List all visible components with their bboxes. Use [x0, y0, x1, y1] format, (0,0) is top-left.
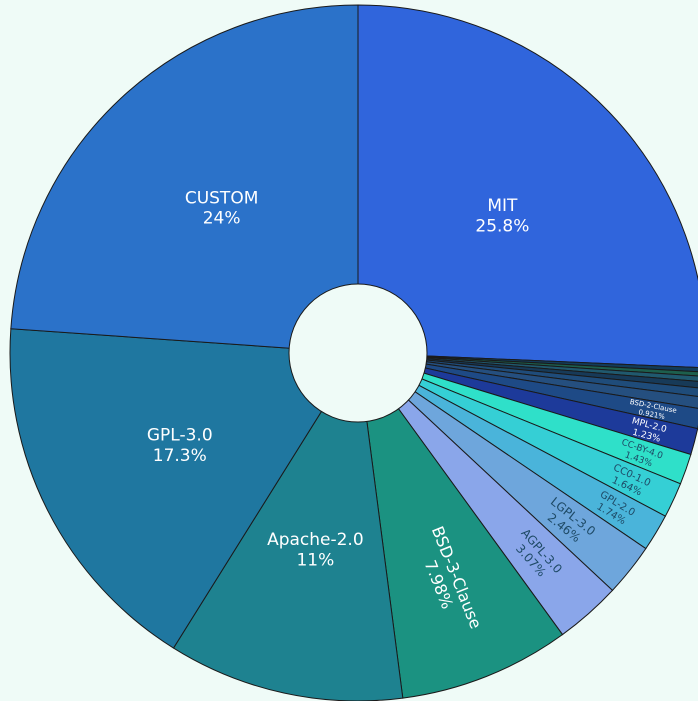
slice-bsd-3-clause-14	[357, 352, 564, 699]
slice-mit-0	[357, 4, 698, 369]
label-apache-2-0: Apache-2.0 11%	[267, 530, 364, 570]
slice-custom-17	[10, 4, 359, 354]
donut-hole	[288, 283, 428, 423]
label-custom: CUSTOM 24%	[185, 188, 259, 228]
label-gpl-3-0: GPL-3.0 17.3%	[147, 425, 213, 465]
slice-gpl-3-0-16	[9, 328, 359, 649]
slices-group	[9, 4, 698, 701]
slice-apache-2-0-15	[172, 351, 404, 701]
label-mit: MIT 25.8%	[475, 196, 529, 236]
